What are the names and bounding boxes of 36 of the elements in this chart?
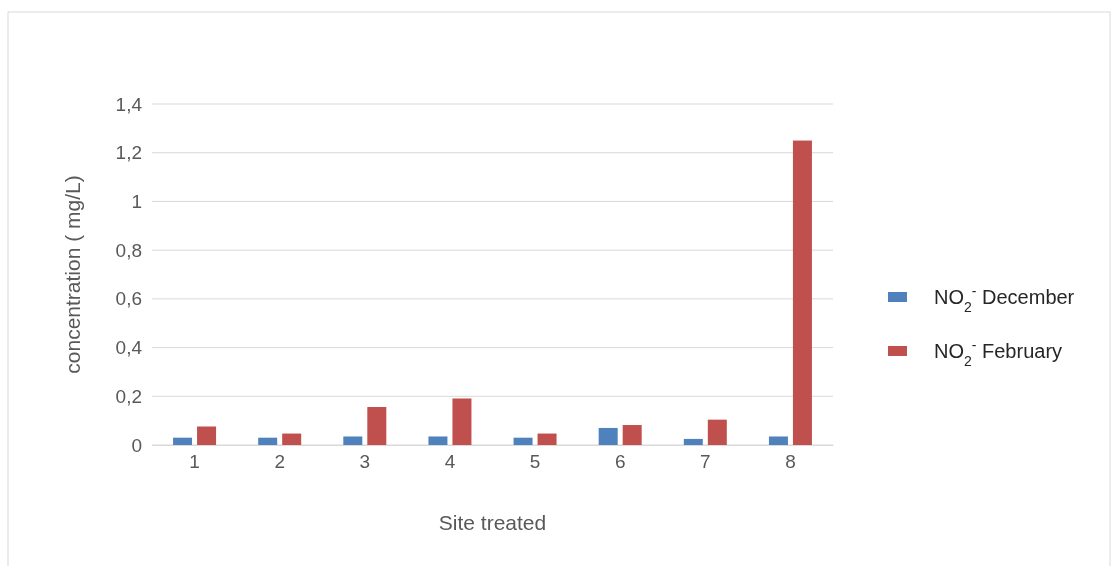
bar [452, 398, 472, 445]
x-tick-label: 1 [189, 451, 200, 473]
bar [367, 407, 387, 445]
bar [622, 425, 642, 445]
bar [173, 437, 193, 445]
bar [537, 433, 557, 445]
bar [258, 437, 278, 445]
bar [707, 419, 727, 445]
x-tick-label: 8 [785, 451, 796, 473]
bar [768, 436, 788, 445]
y-tick-label: 0,6 [115, 288, 142, 310]
bar [197, 426, 217, 445]
legend-label: NO$_{2}$$^{-}$ February [934, 337, 1063, 369]
x-tick-label: 6 [614, 451, 626, 473]
y-tick-label: 1,4 [115, 93, 143, 115]
y-tick-label: 0 [131, 434, 142, 456]
y-tick-label: 0,2 [115, 385, 142, 407]
bar [513, 437, 533, 445]
bar [282, 433, 302, 445]
y-axis-title: concentration ( mg/L) [61, 175, 84, 374]
y-tick-label: 1,2 [115, 142, 142, 164]
x-tick-label: 2 [274, 451, 285, 473]
y-tick-label: 1 [131, 191, 142, 213]
legend-label: NO$_{2}$$^{-}$ December [934, 283, 1075, 315]
x-tick-label: 3 [359, 451, 371, 473]
bar [683, 438, 703, 445]
bar [598, 427, 618, 445]
bar [343, 436, 363, 445]
bar [428, 436, 448, 445]
bar [792, 140, 812, 445]
x-tick-label: 7 [700, 451, 711, 473]
x-tick-label: 4 [444, 451, 456, 473]
y-tick-label: 0,8 [115, 239, 142, 261]
x-axis-title: Site treated [438, 511, 547, 534]
y-tick-label: 0,4 [115, 337, 143, 359]
x-tick-label: 5 [529, 451, 541, 473]
